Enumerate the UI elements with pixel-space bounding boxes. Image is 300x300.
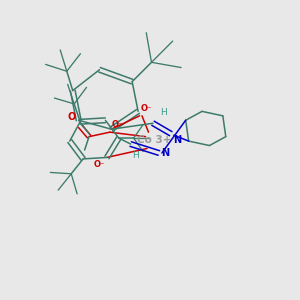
Text: H: H <box>160 108 167 117</box>
Text: H: H <box>132 152 139 160</box>
Text: O⁻: O⁻ <box>141 104 152 113</box>
Text: O⁻: O⁻ <box>94 160 105 169</box>
Text: N: N <box>173 135 181 145</box>
Text: Co 3+: Co 3+ <box>137 135 172 145</box>
Text: O: O <box>68 112 76 122</box>
Text: N: N <box>161 148 169 158</box>
Text: O⁻: O⁻ <box>111 120 123 129</box>
